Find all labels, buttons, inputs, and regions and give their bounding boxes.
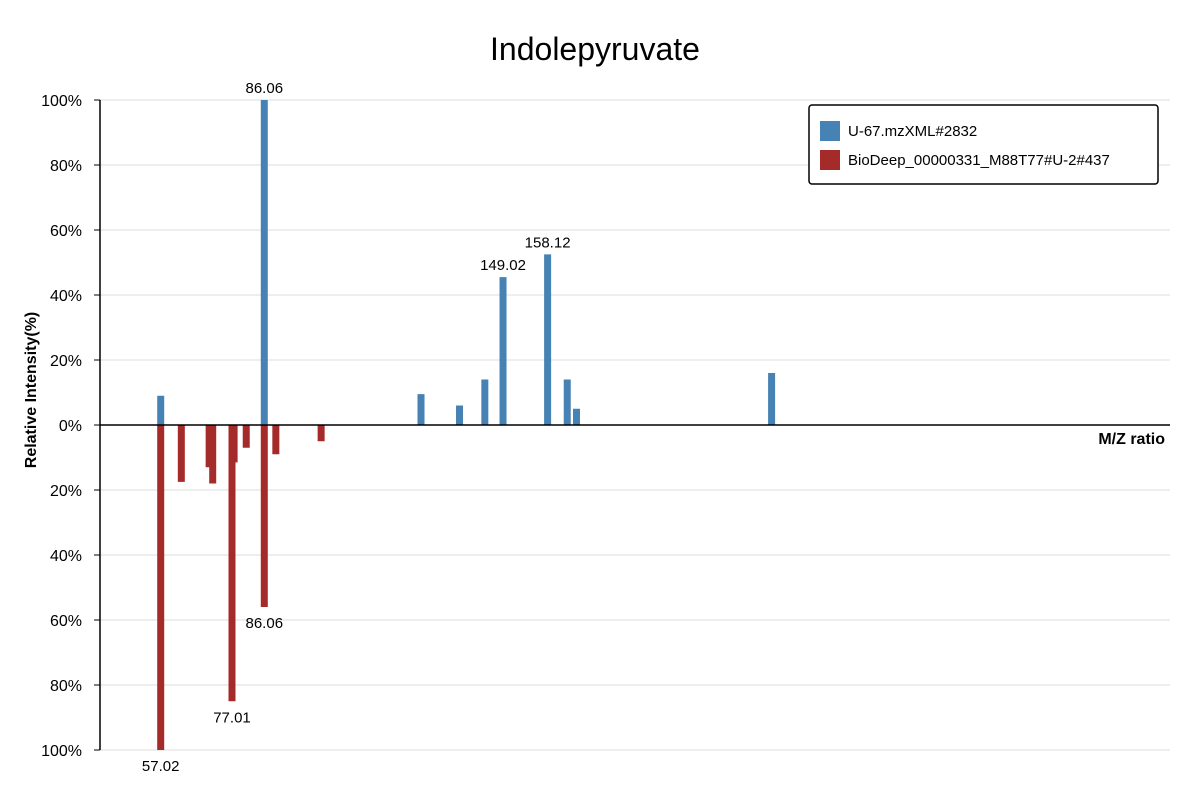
y-tick-label: 20%	[50, 353, 82, 370]
sample-peak-bar	[573, 408, 581, 425]
legend-label: BioDeep_00000331_M88T77#U-2#437	[848, 152, 1110, 169]
sample-peak-bar	[157, 395, 165, 425]
y-tick-label: 80%	[50, 158, 82, 175]
sample-peak-bar	[417, 394, 425, 425]
legend-swatch	[820, 150, 840, 170]
peak-label: 86.06	[246, 80, 284, 97]
legend-box	[808, 104, 1159, 185]
sample-peak-bar	[544, 254, 552, 425]
y-tick-label: 0%	[59, 418, 82, 435]
sample-peak-bar	[768, 373, 776, 425]
y-tick-label: 40%	[50, 288, 82, 305]
peak-label: 149.02	[480, 257, 526, 274]
y-axis-title: Relative Intensity(%)	[23, 312, 40, 468]
sample-peak-bar	[260, 100, 268, 425]
reference-peak-bar	[177, 425, 185, 482]
y-tick-label: 20%	[50, 483, 82, 500]
y-tick-label: 60%	[50, 613, 82, 630]
reference-peak-bar	[230, 425, 238, 463]
axes	[99, 100, 1170, 750]
sample-peak-bar	[481, 379, 489, 425]
reference-peak-bar	[317, 425, 325, 442]
y-tick-label: 80%	[50, 678, 82, 695]
reference-peak-bar	[242, 425, 250, 448]
sample-peak-bar	[563, 379, 571, 425]
peak-label: 86.06	[246, 615, 284, 632]
reference-peak-bar	[157, 425, 165, 750]
legend: U-67.mzXML#2832 BioDeep_00000331_M88T77#U…	[808, 104, 1159, 185]
legend-label: U-67.mzXML#2832	[848, 123, 977, 140]
y-tick-label: 40%	[50, 548, 82, 565]
peak-labels: 86.06 149.02 158.12 57.02 77.01 86.06	[142, 80, 571, 775]
grid-lines	[100, 99, 1170, 751]
reference-peak-bar	[228, 425, 236, 702]
reference-peak-bar	[205, 425, 213, 468]
peak-label: 57.02	[142, 758, 180, 775]
x-axis-title: M/Z ratio	[1098, 431, 1165, 448]
y-tick-label: 100%	[41, 743, 82, 760]
reference-peak-bar	[260, 425, 268, 607]
peak-label: 158.12	[525, 234, 571, 251]
y-tick-label: 60%	[50, 223, 82, 240]
sample-peak-bar	[499, 277, 507, 425]
y-tick-labels: 100% 80% 60% 40% 20% 0% 20% 40% 60% 80% 100%	[41, 93, 100, 760]
peak-label: 77.01	[213, 709, 251, 726]
chart-title: Indolepyruvate	[490, 31, 700, 67]
reference-peak-bar	[209, 425, 217, 484]
legend-swatch	[820, 121, 840, 141]
bars-layer	[157, 100, 776, 750]
sample-peak-bar	[456, 405, 464, 425]
reference-peak-bar	[272, 425, 280, 455]
y-tick-label: 100%	[41, 93, 82, 110]
